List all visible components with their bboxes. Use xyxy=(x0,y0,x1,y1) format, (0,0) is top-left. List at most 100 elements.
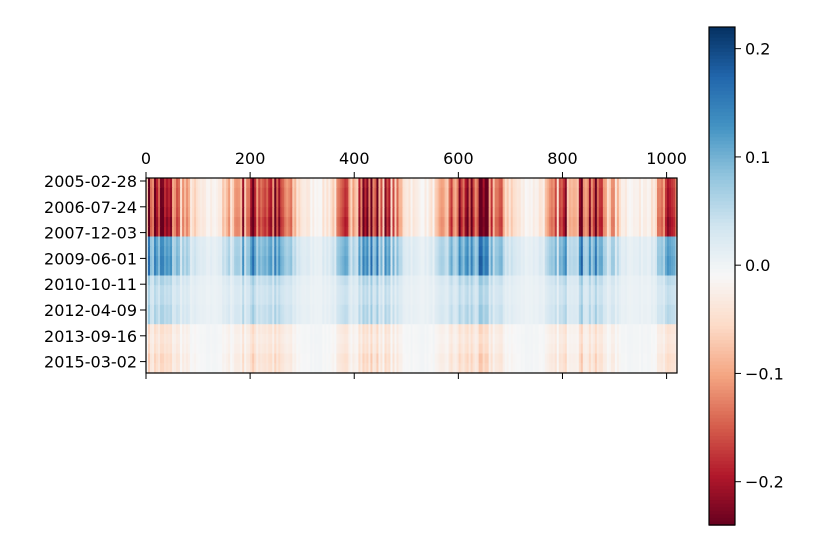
heatmap-cell xyxy=(498,256,502,267)
heatmap-cell xyxy=(532,324,536,335)
heatmap-cell xyxy=(488,275,492,286)
heatmap-cell xyxy=(628,295,632,306)
heatmap-cell xyxy=(512,353,516,364)
heatmap-cell xyxy=(428,304,432,316)
heatmap-cell xyxy=(318,285,321,296)
heatmap-cell xyxy=(338,353,341,364)
heatmap-cell xyxy=(290,256,293,267)
heatmap-cell xyxy=(360,285,363,296)
heatmap-cell xyxy=(210,343,213,355)
heatmap-cell xyxy=(516,197,520,208)
heatmap-cell xyxy=(184,295,187,306)
heatmap-cell xyxy=(482,265,486,277)
heatmap-cell xyxy=(168,285,171,296)
heatmap-cell xyxy=(570,324,574,335)
heatmap-cell xyxy=(220,275,223,286)
heatmap-cell xyxy=(424,217,428,228)
heatmap-cell xyxy=(256,207,259,218)
heatmap-cell xyxy=(588,334,592,345)
heatmap-cell xyxy=(562,324,566,335)
heatmap-cell xyxy=(658,256,662,267)
heatmap-cell xyxy=(250,265,253,277)
heatmap-cell xyxy=(164,324,167,335)
heatmap-cell xyxy=(602,275,606,286)
heatmap-cell xyxy=(310,304,313,316)
heatmap-cell xyxy=(248,207,251,218)
heatmap-cell xyxy=(666,343,670,355)
heatmap-cell xyxy=(346,343,349,355)
heatmap-cell xyxy=(350,236,353,247)
heatmap-cell xyxy=(302,295,305,306)
heatmap-cell xyxy=(156,236,159,247)
heatmap-cell xyxy=(300,314,303,325)
heatmap-cell xyxy=(442,187,446,199)
heatmap-cell xyxy=(382,187,386,199)
heatmap-cell xyxy=(562,178,566,189)
heatmap-cell xyxy=(310,334,313,345)
heatmap-cell xyxy=(486,324,490,335)
heatmap-cell xyxy=(288,236,291,247)
heatmap-cell xyxy=(356,256,359,267)
heatmap-cell xyxy=(204,207,207,218)
heatmap-cell xyxy=(438,295,442,306)
heatmap-cell xyxy=(600,304,604,316)
heatmap-cell xyxy=(522,187,526,199)
heatmap-cell xyxy=(476,314,480,325)
heatmap-cell xyxy=(160,236,163,247)
heatmap-cell xyxy=(286,217,289,228)
heatmap-cell xyxy=(402,353,406,364)
heatmap-cell xyxy=(292,187,295,199)
heatmap-cell xyxy=(600,217,604,228)
heatmap-cell xyxy=(546,285,550,296)
heatmap-cell xyxy=(572,295,576,306)
heatmap-cell xyxy=(360,197,363,208)
heatmap-cell xyxy=(234,285,237,296)
heatmap-cell xyxy=(302,236,305,247)
heatmap-cell xyxy=(150,187,153,199)
heatmap-cell xyxy=(498,343,502,355)
heatmap-cell xyxy=(280,207,283,218)
heatmap-cell xyxy=(592,217,596,228)
heatmap-cell xyxy=(586,353,590,364)
heatmap-cell xyxy=(262,295,265,306)
heatmap-cell xyxy=(608,265,612,277)
heatmap-cell xyxy=(202,178,205,189)
heatmap-cell xyxy=(476,334,480,345)
heatmap-cell xyxy=(240,285,243,296)
heatmap-cell xyxy=(512,226,516,238)
heatmap-cell xyxy=(244,246,247,257)
heatmap-cell xyxy=(596,343,600,355)
heatmap-cell xyxy=(166,197,169,208)
heatmap-cell xyxy=(618,236,622,247)
heatmap-cell xyxy=(502,197,506,208)
heatmap-cell xyxy=(588,314,592,325)
heatmap-cell xyxy=(398,353,402,364)
heatmap-cell xyxy=(410,236,414,247)
heatmap-cell xyxy=(196,207,199,218)
heatmap-cell xyxy=(482,304,486,316)
heatmap-cell xyxy=(468,285,472,296)
heatmap-cell xyxy=(462,265,466,277)
heatmap-cell xyxy=(176,343,179,355)
heatmap-cell xyxy=(358,334,361,345)
heatmap-cell xyxy=(622,187,626,199)
heatmap-cell xyxy=(456,343,460,355)
heatmap-cell xyxy=(196,236,199,247)
heatmap-cell xyxy=(332,236,335,247)
heatmap-cell xyxy=(368,295,372,306)
heatmap-cell xyxy=(204,314,207,325)
heatmap-cell xyxy=(580,304,584,316)
heatmap-cell xyxy=(452,226,456,238)
heatmap-cell xyxy=(414,334,418,345)
heatmap-cell xyxy=(162,226,165,238)
heatmap-cell xyxy=(520,226,524,238)
heatmap-cell xyxy=(240,304,243,316)
heatmap-cell xyxy=(622,236,626,247)
heatmap-cell xyxy=(336,334,339,345)
heatmap-cell xyxy=(152,217,155,228)
heatmap-cell xyxy=(510,285,514,296)
heatmap-cell xyxy=(180,275,183,286)
heatmap-cell xyxy=(400,334,404,345)
heatmap-cell xyxy=(148,295,151,306)
heatmap-cell xyxy=(542,217,546,228)
